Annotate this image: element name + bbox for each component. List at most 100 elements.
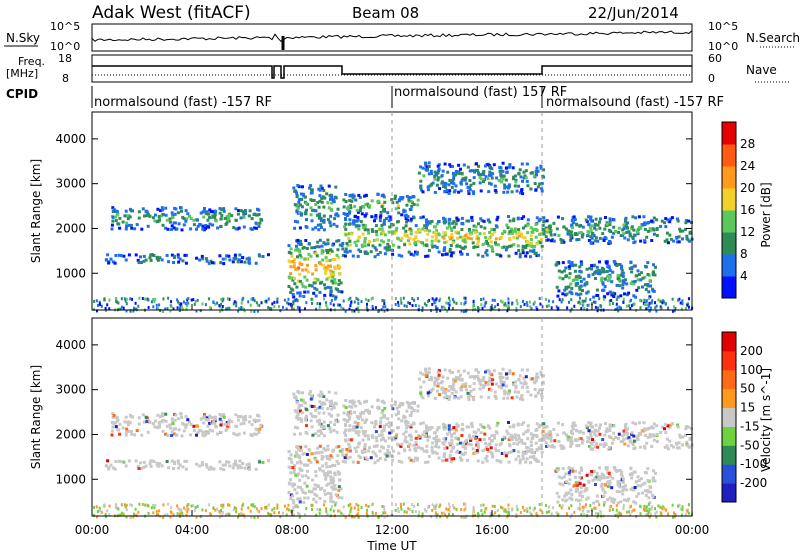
power-cell <box>655 218 659 222</box>
power-cell <box>681 307 683 311</box>
power-cell <box>520 162 524 166</box>
velocity-cell <box>242 431 246 435</box>
velocity-cell <box>368 446 372 450</box>
velocity-cell <box>681 443 684 447</box>
velocity-cell <box>530 513 533 517</box>
power-cell <box>347 232 351 236</box>
velocity-cell <box>400 507 403 511</box>
velocity-cell <box>504 384 508 388</box>
velocity-cell <box>589 421 593 425</box>
power-cell <box>391 201 395 205</box>
power-cell <box>506 309 509 313</box>
power-cell <box>329 197 333 201</box>
velocity-cell <box>382 511 385 515</box>
power-cell <box>155 307 158 311</box>
power-cell <box>513 227 517 231</box>
velocity-cell <box>507 510 510 514</box>
velocity-cell <box>459 395 463 399</box>
power-cell <box>390 198 394 202</box>
power-cell <box>271 302 274 306</box>
power-cell <box>225 254 229 258</box>
power-cell <box>342 299 345 303</box>
power-cell <box>541 230 545 234</box>
velocity-cell <box>585 497 589 501</box>
velocity-cell <box>422 380 426 384</box>
power-cell <box>294 267 298 271</box>
velocity-cell <box>178 463 182 467</box>
velocity-cell <box>253 505 256 509</box>
power-cell <box>523 236 527 240</box>
velocity-cell <box>534 375 538 379</box>
power-cell <box>421 166 425 170</box>
velocity-cell <box>329 495 333 499</box>
power-cell <box>485 239 489 243</box>
power-cell <box>328 220 332 224</box>
velocity-cell <box>298 515 301 519</box>
velocity-cell <box>389 421 393 425</box>
power-cell <box>128 223 131 227</box>
power-cell <box>326 201 330 205</box>
power-cell <box>345 241 349 245</box>
power-cell <box>402 226 406 230</box>
colorbar-swatch <box>722 254 736 277</box>
power-cell <box>142 254 146 258</box>
power-cell <box>227 297 229 301</box>
power-cell <box>415 250 419 254</box>
velocity-cell <box>193 508 196 512</box>
power-cell <box>442 181 446 185</box>
power-cell <box>309 191 313 195</box>
velocity-cell <box>114 425 118 429</box>
power-cell <box>399 238 403 242</box>
velocity-cell <box>559 444 563 447</box>
velocity-cell <box>641 429 645 433</box>
velocity-cell <box>378 433 382 437</box>
power-cell <box>443 217 447 221</box>
power-cell <box>282 305 284 309</box>
power-cell <box>139 255 142 259</box>
power-cell <box>207 212 211 216</box>
velocity-cell <box>436 384 440 388</box>
power-cell <box>223 257 227 261</box>
power-cell <box>313 246 317 249</box>
velocity-cell <box>437 456 441 460</box>
velocity-cell <box>304 491 308 495</box>
power-cell <box>442 216 445 220</box>
velocity-cell <box>492 434 496 437</box>
velocity-cell <box>579 490 583 494</box>
power-cell <box>293 219 297 223</box>
velocity-cell <box>352 428 356 432</box>
velocity-cell <box>123 503 126 507</box>
velocity-cell <box>544 441 548 445</box>
power-cell <box>475 162 478 166</box>
power-cell <box>541 227 545 231</box>
velocity-cell <box>363 430 367 434</box>
velocity-cell <box>463 444 467 448</box>
power-cell <box>406 218 410 222</box>
velocity-cell <box>448 502 450 506</box>
power-cell <box>532 302 535 306</box>
power-cell <box>688 230 692 234</box>
power-cell <box>449 244 453 247</box>
velocity-cell <box>633 486 637 489</box>
velocity-cell <box>153 506 156 510</box>
velocity-cell <box>507 392 510 396</box>
power-cell <box>562 240 566 244</box>
power-cell <box>222 297 225 301</box>
velocity-cell <box>684 427 688 431</box>
power-cell <box>227 254 231 258</box>
power-cell <box>674 307 677 310</box>
power-cell <box>620 266 623 270</box>
power-cell <box>533 182 537 185</box>
colorbar-swatch <box>722 144 736 167</box>
power-cell <box>580 235 584 239</box>
velocity-cell <box>237 432 241 436</box>
power-cell <box>179 306 181 310</box>
velocity-cell <box>655 432 659 436</box>
velocity-cell <box>97 509 99 513</box>
velocity-cell <box>568 473 572 477</box>
power-cell <box>489 240 493 244</box>
power-cell <box>418 304 421 308</box>
power-cell <box>419 165 423 169</box>
velocity-cell <box>545 425 549 429</box>
power-cell <box>159 209 162 213</box>
